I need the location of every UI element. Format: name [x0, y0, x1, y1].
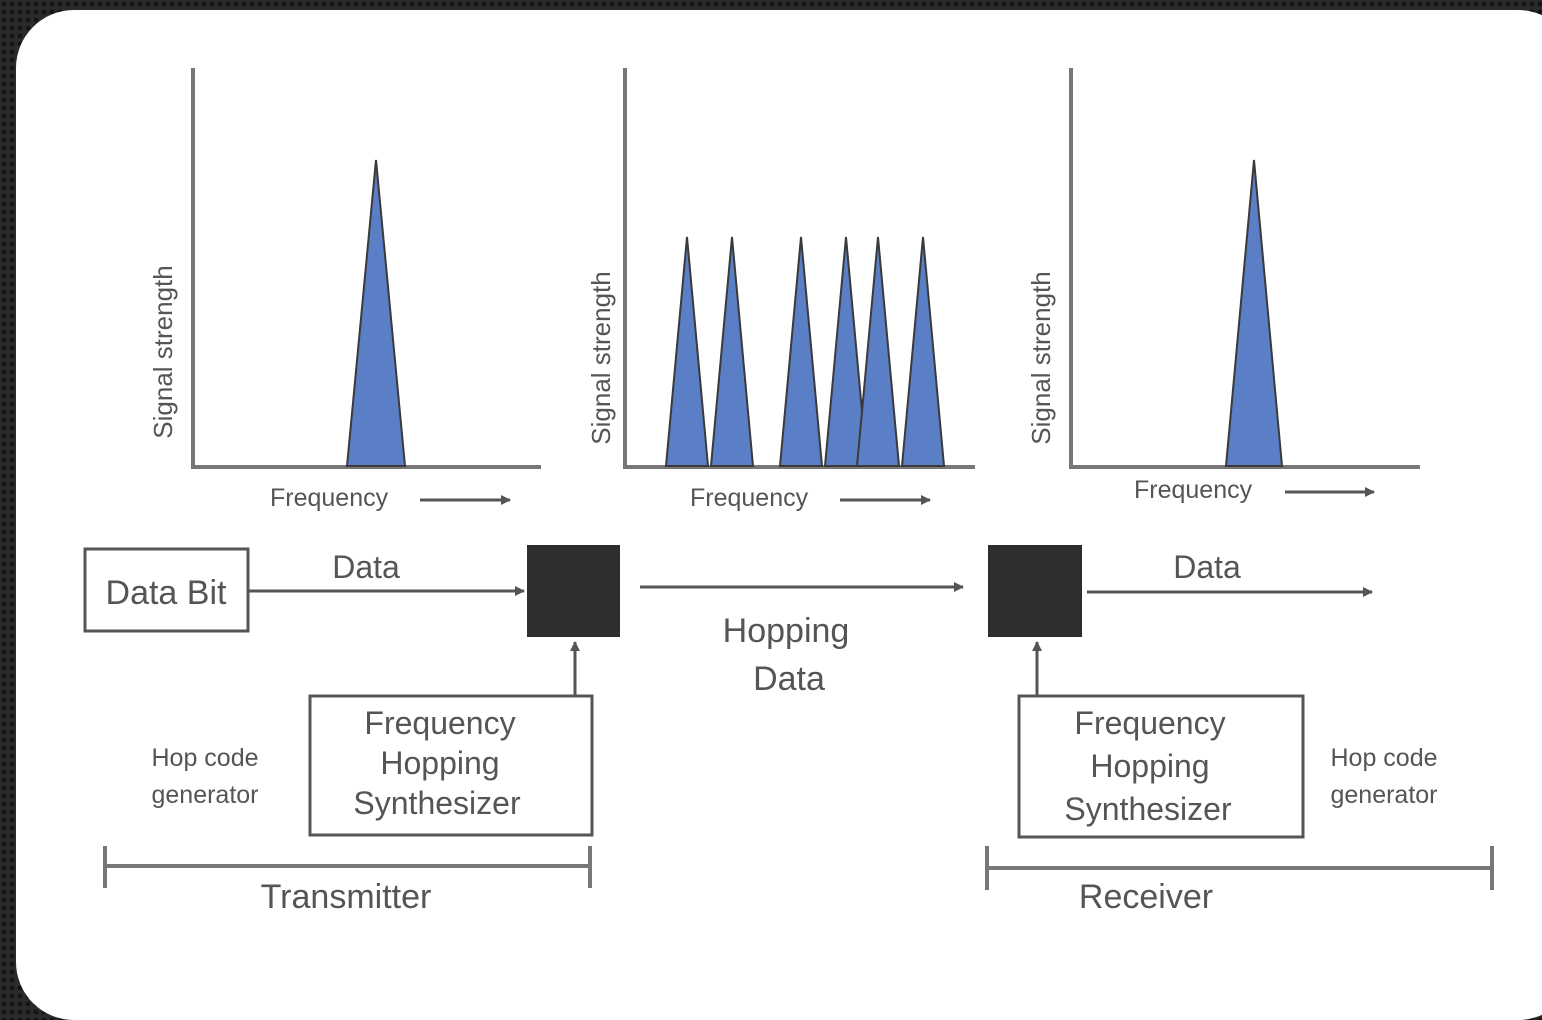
hop-code-line-1: Hop code: [1330, 744, 1437, 772]
x-axis-label: Frequency: [1134, 476, 1253, 504]
hopping-data-line-2: Data: [753, 660, 825, 698]
signal-peak: [709, 236, 755, 467]
transmitter-spectrum-graph: Signal strength Frequency: [148, 68, 541, 512]
fhss-diagram: Signal strength Frequency Signal strengt…: [83, 68, 1494, 916]
frequency-hopping-synthesizer-box: [308, 694, 594, 837]
y-axis-label: Signal strength: [148, 265, 178, 438]
signal-peak: [778, 236, 824, 467]
receiver-section: Data Frequency Hopping Synthesizer Hop c…: [985, 545, 1494, 916]
synth-line-1: Frequency: [1074, 705, 1225, 741]
hop-code-line-2: generator: [151, 781, 258, 809]
channel-section: Hopping Data: [640, 582, 964, 698]
hop-code-line-1: Hop code: [151, 744, 258, 772]
hopping-data-line-1: Hopping: [723, 612, 850, 650]
transmitter-section: Data Bit Data Frequency Hopping Synthesi…: [83, 545, 620, 916]
receiver-mixer-block: [988, 545, 1082, 637]
signal-peak: [900, 236, 946, 467]
data-label: Data: [1173, 549, 1241, 585]
signal-peak: [664, 236, 710, 467]
x-axis-label: Frequency: [690, 484, 809, 512]
signal-peak: [1224, 159, 1284, 467]
receiver-spectrum-graph: Signal strength Frequency: [1026, 68, 1420, 504]
synth-line-1: Frequency: [364, 705, 515, 741]
transmitter-label: Transmitter: [261, 878, 432, 916]
signal-peak: [823, 236, 869, 467]
signal-peak: [855, 236, 901, 467]
data-label: Data: [332, 549, 400, 585]
synth-line-3: Synthesizer: [1064, 791, 1232, 827]
y-axis-label: Signal strength: [586, 271, 616, 444]
frequency-hopping-synthesizer-box: [1017, 694, 1305, 839]
signal-peak: [345, 159, 407, 467]
diagram-card: [16, 10, 1542, 1020]
hopping-spectrum-graph: Signal strength Frequency: [586, 68, 975, 512]
synth-line-3: Synthesizer: [353, 785, 521, 821]
x-axis-label: Frequency: [270, 484, 389, 512]
synth-line-2: Hopping: [1090, 748, 1209, 784]
data-bit-label: Data Bit: [106, 574, 227, 612]
y-axis-label: Signal strength: [1026, 271, 1056, 444]
synth-line-2: Hopping: [380, 745, 499, 781]
hop-code-line-2: generator: [1330, 781, 1437, 809]
receiver-label: Receiver: [1079, 878, 1213, 916]
transmitter-mixer-block: [527, 545, 620, 637]
